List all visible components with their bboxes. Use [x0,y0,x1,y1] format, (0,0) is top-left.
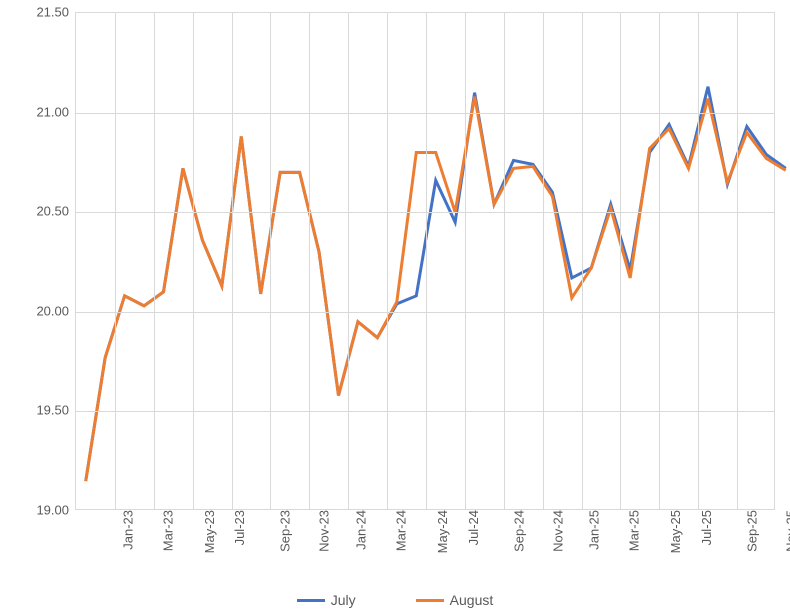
legend-item-august: August [416,592,494,608]
gridline-v [232,13,233,509]
y-tick-label: 21.00 [9,104,69,119]
y-tick-label: 19.50 [9,403,69,418]
gridline-v [620,13,621,509]
gridline-v [582,13,583,509]
plot-area [75,12,775,510]
gridline-v [504,13,505,509]
gridline-v [309,13,310,509]
x-tick-label: Jul-23 [226,510,247,545]
legend-label: August [450,592,494,608]
y-tick-label: 21.50 [9,5,69,20]
x-tick-label: Nov-23 [311,510,332,552]
gridline-v [193,13,194,509]
gridline-v [387,13,388,509]
x-tick-label: Jul-24 [460,510,481,545]
y-tick-label: 20.50 [9,204,69,219]
x-tick-label: Sep-23 [272,510,293,552]
x-tick-label: Jan-24 [347,510,368,550]
gridline-v [270,13,271,509]
legend: July August [0,592,790,608]
legend-item-july: July [297,592,356,608]
x-tick-label: Mar-23 [154,510,175,551]
gridline-h [76,411,774,412]
x-tick-label: Jan-23 [114,510,135,550]
series-line-july [86,87,786,481]
x-tick-label: Mar-25 [621,510,642,551]
x-tick-label: May-24 [429,510,450,553]
gridline-v [426,13,427,509]
gridline-v [348,13,349,509]
line-chart: July August 19.00 19.50 20.00 20.50 21.00 21.5… [0,0,790,616]
y-tick-label: 19.00 [9,503,69,518]
legend-label: July [331,592,356,608]
gridline-v [698,13,699,509]
legend-swatch [416,599,444,602]
gridline-v [737,13,738,509]
x-tick-label: Nov-24 [544,510,565,552]
gridline-v [154,13,155,509]
gridline-v [659,13,660,509]
series-line-august [86,97,786,481]
gridline-v [543,13,544,509]
y-tick-label: 20.00 [9,303,69,318]
legend-swatch [297,599,325,602]
gridline-h [76,113,774,114]
x-tick-label: May-23 [195,510,216,553]
x-tick-label: Sep-25 [738,510,759,552]
x-tick-label: Jul-25 [693,510,714,545]
x-tick-label: Jan-25 [581,510,602,550]
gridline-h [76,212,774,213]
x-tick-label: Nov-25 [777,510,790,552]
gridline-h [76,312,774,313]
gridline-v [115,13,116,509]
x-tick-label: May-25 [662,510,683,553]
x-tick-label: Sep-24 [505,510,526,552]
x-tick-label: Mar-24 [388,510,409,551]
gridline-v [465,13,466,509]
